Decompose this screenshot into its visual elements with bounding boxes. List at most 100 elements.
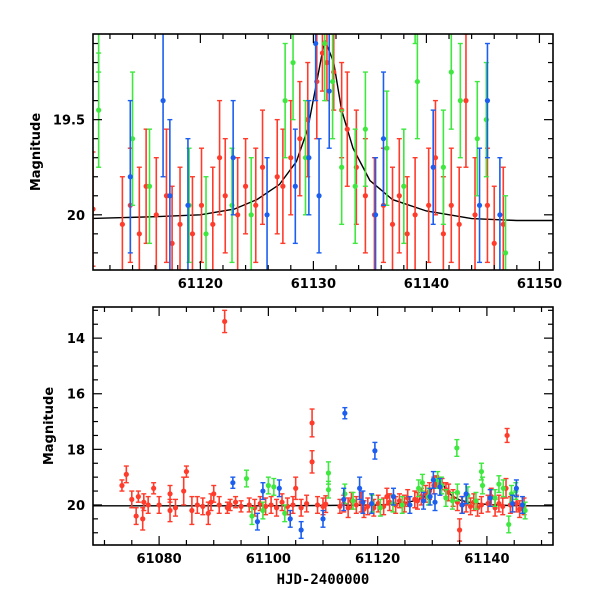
marker — [384, 145, 390, 151]
marker — [362, 193, 368, 199]
marker — [448, 202, 454, 208]
data-point-red — [216, 495, 222, 515]
data-point-red — [337, 498, 343, 515]
data-point-green — [448, 34, 454, 130]
data-point-green — [249, 507, 255, 526]
marker — [396, 193, 402, 199]
marker — [430, 164, 436, 170]
marker — [259, 164, 266, 170]
data-point-red — [456, 518, 463, 542]
marker — [309, 459, 315, 465]
marker — [145, 502, 151, 508]
marker — [448, 69, 454, 75]
data-point-red — [123, 465, 129, 484]
marker — [276, 485, 282, 491]
marker — [360, 499, 366, 505]
data-point-red — [304, 494, 310, 513]
data-point-red — [389, 166, 396, 270]
marker — [513, 485, 519, 491]
marker — [265, 482, 271, 489]
marker — [497, 212, 503, 218]
marker — [463, 98, 469, 104]
marker — [419, 480, 426, 486]
marker — [412, 212, 418, 218]
data-point-blue — [341, 487, 347, 512]
data-point-blue — [357, 476, 363, 501]
marker — [260, 507, 266, 514]
data-point-red — [384, 487, 390, 506]
marker — [167, 491, 173, 497]
marker — [211, 491, 217, 497]
x-tick-label: 61140 — [404, 277, 449, 292]
marker — [454, 489, 460, 496]
data-point-red — [426, 147, 432, 264]
marker — [322, 40, 328, 47]
marker — [133, 513, 139, 519]
data-point-red — [51, 148, 56, 262]
marker — [319, 50, 326, 56]
data-point-red — [119, 176, 125, 270]
series-blue — [17, 34, 503, 367]
marker — [344, 126, 350, 132]
marker — [263, 503, 269, 509]
data-point-red — [432, 99, 439, 216]
marker — [446, 489, 452, 496]
data-point-red — [119, 479, 125, 492]
data-point-blue — [476, 147, 483, 264]
plot-frame — [92, 33, 554, 271]
data-point-blue — [320, 509, 326, 528]
marker — [484, 202, 491, 208]
data-point-red — [323, 495, 329, 514]
data-point-green — [522, 501, 528, 520]
marker — [380, 136, 387, 142]
data-point-red — [293, 476, 299, 501]
top-panel: 61120 61130 61140 61150 19.5 20 — [11, 33, 562, 367]
marker — [254, 519, 261, 525]
marker — [160, 98, 166, 104]
marker — [440, 231, 446, 237]
data-point-green — [322, 34, 328, 102]
marker — [227, 502, 233, 508]
marker — [476, 202, 483, 208]
data-point-red — [446, 483, 452, 502]
data-point-red — [297, 80, 303, 197]
x-tick-label: 61120 — [178, 277, 223, 292]
data-point-red — [11, 167, 16, 281]
marker — [290, 59, 296, 66]
data-point-red — [133, 507, 139, 526]
data-point-red — [246, 497, 252, 513]
data-point-blue — [407, 495, 413, 515]
data-point-blue — [185, 137, 191, 270]
marker — [372, 212, 379, 218]
marker — [185, 202, 191, 208]
data-point-blue — [360, 490, 366, 515]
data-point-red — [216, 99, 223, 216]
marker — [414, 498, 421, 504]
marker — [432, 499, 438, 505]
marker — [282, 98, 288, 104]
data-point-blue — [292, 128, 298, 245]
data-point-red — [224, 501, 230, 515]
marker — [135, 494, 141, 500]
data-point-blue — [230, 476, 236, 489]
data-point-green — [457, 42, 463, 159]
marker — [280, 183, 286, 189]
data-point-blue — [430, 109, 436, 226]
x-tick-label: 61140 — [464, 552, 509, 567]
marker — [169, 240, 175, 246]
data-point-red — [198, 147, 205, 264]
marker — [189, 507, 195, 514]
marker — [298, 505, 304, 511]
data-point-red — [456, 166, 462, 270]
data-point-red — [200, 497, 206, 516]
data-point-red — [172, 498, 179, 517]
marker — [353, 502, 359, 508]
marker — [469, 345, 474, 350]
y-tick-label: 19.5 — [53, 114, 85, 129]
data-point-blue — [17, 253, 22, 367]
data-point-green — [500, 479, 506, 498]
data-point-blue — [513, 479, 519, 498]
marker — [326, 88, 332, 94]
data-point-blue — [254, 512, 261, 531]
data-point-red — [309, 408, 315, 438]
